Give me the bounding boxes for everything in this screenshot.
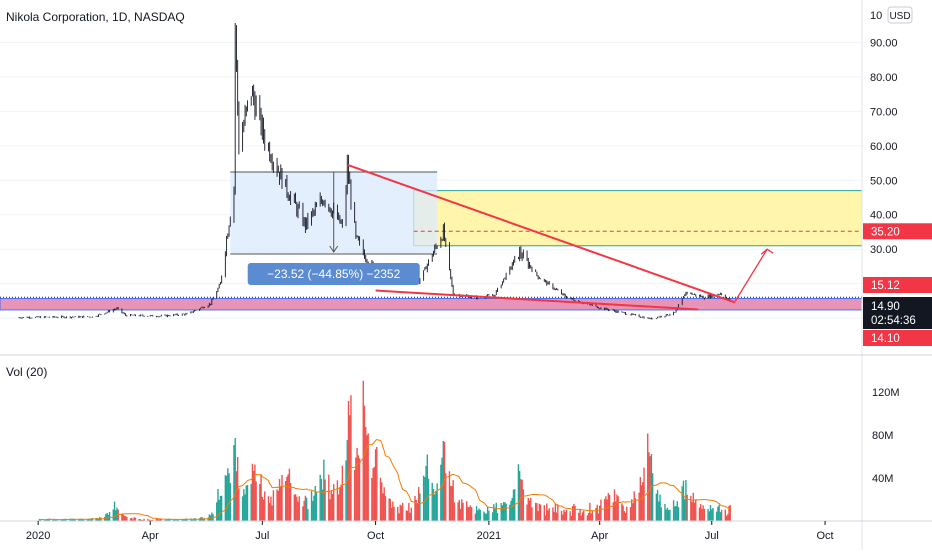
price-badges: 35.20 15.12 14.90 02:54:36 14.10: [863, 223, 932, 346]
price-tick-label: 90.00: [870, 37, 898, 49]
measure-badge: [247, 263, 420, 286]
price-tick-label: 80.00: [870, 72, 898, 84]
last-price-badge: [863, 297, 932, 329]
price-tick-label: 60.00: [870, 141, 898, 153]
trendline-upper[interactable]: [346, 163, 736, 304]
price-tick-label: 70.00: [870, 106, 898, 118]
time-axis[interactable]: 2020 Apr Jul Oct 2021 Apr Jul Oct: [26, 521, 834, 542]
time-tick-label: Jul: [255, 530, 269, 542]
support-band[interactable]: [0, 298, 863, 311]
band-high-label: 15.12: [871, 280, 900, 292]
volume-ma-line: [39, 439, 731, 521]
time-tick-label: 2020: [26, 530, 50, 542]
bar-countdown-label: 02:54:36: [871, 315, 916, 327]
currency-badge[interactable]: [887, 6, 913, 24]
volume-tick-label: 80M: [872, 430, 893, 442]
time-tick-label: Apr: [591, 530, 608, 542]
resistance-zone[interactable]: [413, 190, 863, 247]
measure-range-arrowhead: [329, 245, 339, 253]
price-tick-label: 10: [870, 10, 882, 22]
symbol-title: Nikola Corporation, 1D, NASDAQ: [6, 10, 185, 24]
annotation-layer-front: −23.52 (−44.85%) −2352: [247, 163, 774, 311]
measure-badge-label: −23.52 (−44.85%) −2352: [267, 267, 400, 281]
band-high-badge: [863, 277, 932, 293]
price-tick-label: 50.00: [870, 175, 898, 187]
time-tick-label: Jul: [705, 530, 719, 542]
volume-pane: [38, 380, 731, 521]
volume-label: Vol (20): [6, 365, 47, 379]
last-price-label: 14.90: [871, 301, 900, 313]
target-price-label: 35.20: [871, 226, 900, 238]
price-tick-label: 30.00: [870, 244, 898, 256]
volume-tick-label: 120M: [872, 387, 900, 399]
target-price-badge: [863, 223, 932, 240]
volume-axis[interactable]: 120M 80M 40M: [872, 387, 900, 485]
time-tick-label: Apr: [142, 530, 159, 542]
price-tick-label: 40.00: [870, 210, 898, 222]
projection-arrowhead: [760, 248, 774, 255]
volume-tick-label: 40M: [872, 473, 893, 485]
band-low-label: 14.10: [871, 333, 900, 345]
time-tick-label: Oct: [367, 530, 384, 542]
time-tick-label: 2021: [477, 530, 501, 542]
currency-label: USD: [889, 11, 910, 22]
projection-arrow[interactable]: [734, 248, 768, 302]
time-tick-label: Oct: [816, 530, 833, 542]
band-low-badge: [863, 330, 932, 346]
trendline-lower[interactable]: [375, 289, 699, 311]
